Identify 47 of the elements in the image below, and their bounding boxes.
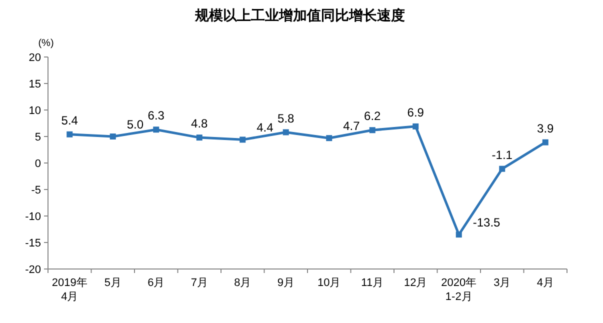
text: 5.4	[61, 113, 78, 128]
x-tick-label: 4月	[536, 277, 554, 289]
text: 5.8	[278, 111, 294, 126]
point	[456, 232, 462, 238]
text: 6.9	[407, 105, 424, 120]
y-tick-label: 5	[34, 132, 41, 144]
y-tick-label: -20	[25, 264, 41, 276]
point	[240, 136, 246, 143]
point	[542, 139, 548, 146]
x-tick-label: 6月	[148, 277, 165, 289]
point	[412, 123, 419, 130]
y-tick-label: 15	[28, 78, 41, 90]
x-tick-label: 5月	[104, 277, 122, 289]
x-tick-label: 9月	[277, 277, 294, 289]
text: 4.7	[343, 119, 360, 134]
text: 6.2	[364, 109, 381, 124]
text: -13.5	[472, 216, 500, 230]
chart-title: 规模以上工业增加值同比增长速度	[194, 7, 405, 23]
point	[499, 166, 506, 172]
x-tick-label: 7月	[190, 277, 208, 289]
y-tick-label: -5	[31, 184, 41, 196]
x-tick-label: 8月	[234, 277, 252, 289]
point	[282, 129, 289, 136]
text: 6.3	[148, 108, 164, 123]
y-tick-label: 20	[28, 52, 41, 64]
x-tick-label: 11月	[361, 277, 384, 289]
x-tick-label: 3月	[494, 277, 511, 289]
x-tick-label: 2020年 1-2月	[441, 277, 477, 303]
text: 3.9	[537, 121, 554, 136]
text: 4.4	[256, 120, 274, 135]
text: -1.1	[492, 148, 512, 162]
point	[153, 126, 160, 133]
x-tick-label: 12月	[404, 277, 428, 289]
point	[110, 134, 116, 140]
y-tick-label: 10	[28, 105, 41, 117]
text: 5.0	[126, 118, 144, 132]
y-tick-label: 0	[34, 158, 41, 170]
y-tick-label: -15	[25, 238, 41, 250]
x-tick-label: 2019年 4月	[52, 277, 88, 303]
y-axis-title: (%)	[38, 38, 54, 49]
point	[326, 135, 332, 142]
y-tick-label: -10	[25, 211, 41, 223]
point	[196, 134, 202, 141]
point	[369, 127, 376, 134]
point	[66, 131, 73, 138]
text: 4.8	[191, 116, 208, 131]
x-tick-label: 10月	[318, 277, 341, 289]
